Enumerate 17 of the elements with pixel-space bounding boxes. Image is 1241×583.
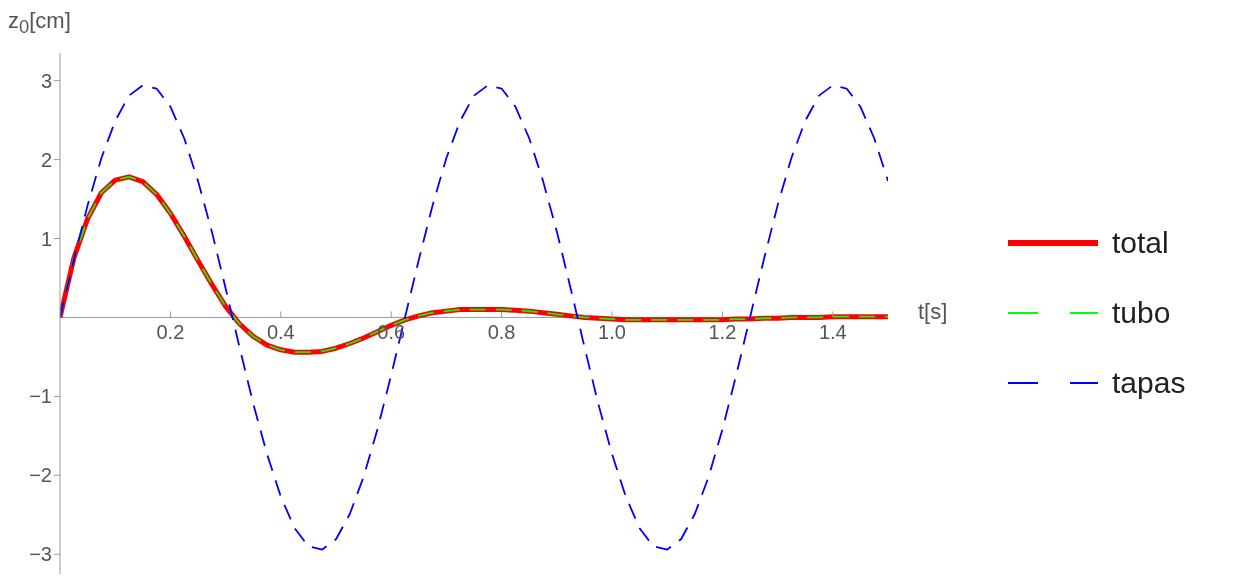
y-tick-label: 1 — [40, 227, 52, 250]
y-tick-label: −1 — [29, 385, 52, 408]
x-tick-label: 0.2 — [156, 321, 185, 344]
x-tick-label: 1.0 — [598, 321, 626, 344]
legend-label: total — [1112, 226, 1169, 260]
y-tick-label: 3 — [40, 69, 52, 92]
y-tick-label: −2 — [29, 464, 52, 487]
x-axis-title: t[s] — [918, 299, 948, 326]
legend-label: tapas — [1112, 366, 1186, 400]
x-tick-label: 0.4 — [266, 321, 295, 344]
y-tick-label: 2 — [40, 148, 52, 171]
x-tick-label: 1.4 — [818, 321, 847, 344]
y-axis-title: z$_{0}$[cm] — [8, 8, 71, 39]
x-tick-label: 0.8 — [487, 321, 516, 344]
legend-label: tubo — [1112, 296, 1171, 330]
x-tick-label: 1.2 — [708, 321, 737, 344]
y-tick-label: −3 — [29, 543, 52, 566]
